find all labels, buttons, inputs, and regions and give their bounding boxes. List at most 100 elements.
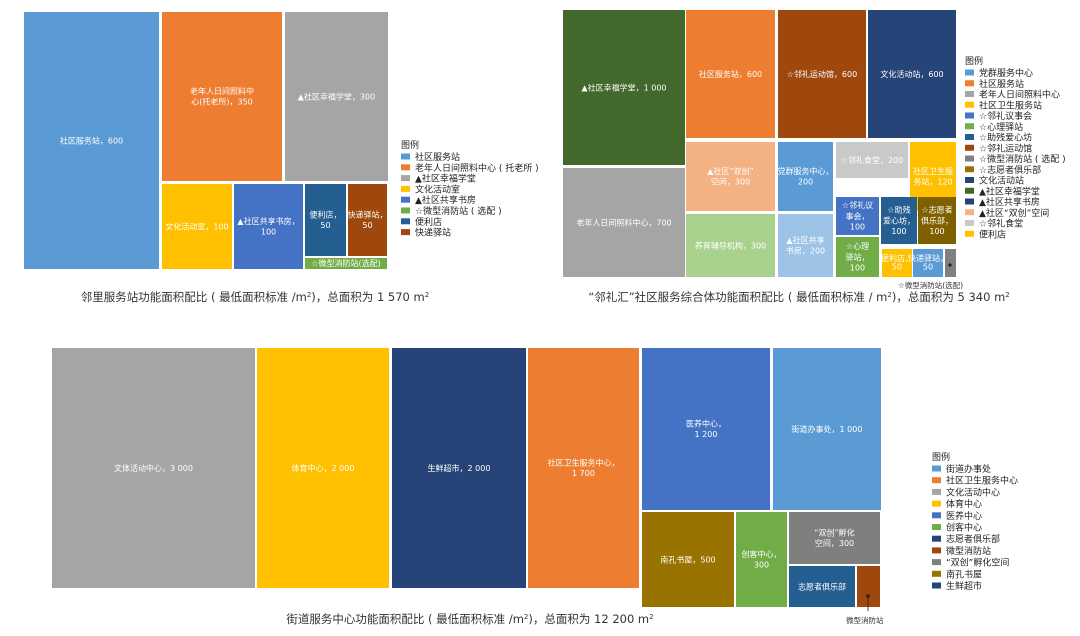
legend-swatch — [965, 134, 974, 140]
fire-station-marker — [948, 263, 952, 267]
legend-swatch — [401, 196, 410, 203]
cell-label: ☆邻礼食堂，200 — [841, 155, 903, 165]
legend-item: 微型消防站 — [946, 545, 991, 557]
treemap-cell — [773, 348, 881, 510]
legend-item: 医养中心 — [946, 510, 982, 522]
legend-item: 社区卫生服务站 — [979, 99, 1042, 111]
fire-station-marker — [866, 594, 870, 598]
cell-label: 党群服务中心， 200 — [778, 166, 834, 187]
treemap-cell — [52, 348, 255, 588]
legend-item: 社区服务站 — [415, 151, 460, 163]
legend-swatch — [932, 477, 941, 484]
legend-swatch — [965, 230, 974, 237]
legend-item: ▲社区幸福学堂 — [415, 173, 476, 185]
legend-item: ▲社区幸福学堂 — [979, 185, 1040, 197]
cell-label: 快递驿站， 50 — [348, 209, 388, 230]
treemap-cell — [789, 512, 880, 564]
legend-swatch — [965, 220, 974, 226]
treemap-cell — [882, 249, 912, 277]
fire-station-note: ☆微型消防站(选配) — [898, 280, 963, 290]
cell-label: 便利店， 50 — [310, 209, 342, 230]
treemap-cell — [528, 348, 639, 588]
treemap-cell — [234, 184, 303, 269]
treemap-cell — [836, 197, 879, 235]
street-service-center-treemap: 文体活动中心，3 000 体育中心，2 000 生鲜超市，2 000 社区卫生服务中心… — [52, 348, 881, 607]
treemap-cell — [305, 184, 346, 256]
cell-label: 医养中心， 1 200 — [686, 418, 726, 439]
legend-title: 图例 — [965, 55, 983, 67]
legend-swatch — [932, 547, 941, 554]
linlihui-complex-legend: 图例党群服务中心社区服务站老年人日间照料中心社区卫生服务站☆邻礼议事会☆心理驿站… — [965, 55, 1066, 240]
legend-item: 志愿者俱乐部 — [946, 533, 1000, 545]
legend-item: ☆邻礼议事会 — [979, 110, 1032, 122]
linlihui-complex-caption: “邻礼汇”社区服务综合体功能面积配比 ( 最低面积标准 / m2)，总面积为 5… — [588, 290, 1009, 304]
treemap-cell — [686, 214, 775, 277]
treemap-cell — [257, 348, 389, 588]
legend-swatch — [965, 123, 974, 130]
legend-swatch — [932, 559, 941, 566]
legend-swatch — [965, 101, 974, 108]
legend-swatch — [965, 198, 974, 205]
legend-item: 老年人日间照料中心 — [979, 89, 1060, 101]
legend-swatch — [965, 155, 974, 162]
legend-swatch — [401, 218, 410, 225]
legend-swatch — [401, 153, 410, 160]
legend-swatch — [932, 500, 941, 507]
cell-label: ☆志愿者俱乐部， 100 — [921, 205, 953, 237]
legend-item: 快递驿站 — [415, 227, 451, 239]
legend-swatch — [401, 185, 410, 192]
cell-label: 文体活动中心，3 000 — [114, 463, 193, 473]
cell-label: 社区服务站，600 — [699, 69, 762, 79]
legend-item: 文化活动站 — [979, 175, 1024, 187]
treemap-cell — [686, 142, 775, 211]
legend-swatch — [401, 207, 410, 214]
treemap-cell — [563, 168, 685, 277]
treemap-cell — [736, 512, 787, 607]
legend-item: 便利店 — [415, 216, 442, 228]
legend-item: 街道办事处 — [946, 463, 991, 475]
cell-label: 社区服务站，600 — [60, 135, 123, 145]
cell-label: 快递驿站， 50 — [908, 253, 948, 272]
treemap-cell — [913, 249, 943, 277]
legend-swatch — [932, 465, 941, 472]
legend-swatch — [401, 164, 410, 171]
treemap-cell — [563, 10, 685, 165]
treemap-cell — [945, 249, 956, 277]
legend-item: ☆助残爱心坊 — [979, 132, 1032, 144]
cell-label: ▲社区共享书房，200 — [786, 235, 825, 256]
cell-label: ▲社区共享书房， 100 — [237, 216, 299, 237]
legend-item: ▲社区共享书房 — [979, 196, 1040, 208]
legend-item: ☆微型消防站 ( 选配 ) — [415, 205, 502, 217]
cell-label: 社区卫生服务中心， 1 700 — [548, 457, 620, 478]
cell-label: 体育中心，2 000 — [292, 463, 355, 473]
legend-item: 社区卫生服务中心 — [946, 475, 1018, 487]
legend-item: 社区服务站 — [979, 78, 1024, 90]
treemap-cell — [24, 12, 159, 269]
cell-label: 老年人日间照料中心，700 — [576, 217, 671, 227]
treemap-cell — [789, 566, 855, 607]
cell-label: 南孔书屋，500 — [660, 554, 715, 564]
treemap-cell — [162, 184, 232, 269]
legend-swatch — [965, 144, 974, 151]
legend-title: 图例 — [401, 139, 419, 151]
treemap-cell — [918, 197, 956, 244]
neighborhood-station-treemap: 社区服务站，600 老年人日间照料中心(托老所)，350 ▲社区幸福学堂，300 文化… — [24, 12, 388, 269]
legend-swatch — [965, 209, 974, 216]
legend-swatch — [932, 582, 941, 589]
legend-item: ☆心理驿站 — [979, 121, 1023, 133]
treemap-cell — [778, 142, 833, 211]
legend-item: 便利店 — [979, 228, 1006, 240]
treemap-cell — [836, 237, 879, 277]
legend-swatch — [965, 80, 974, 87]
legend-swatch — [932, 535, 941, 542]
cell-label: 社区卫生服务站，120 — [913, 166, 953, 187]
cell-label: 生鲜超市，2 000 — [428, 463, 491, 473]
treemap-cell — [881, 197, 917, 244]
cell-label: ☆微型消防站(选配) — [311, 258, 380, 268]
legend-swatch — [965, 69, 974, 76]
fire-station-note: 微型消防站 — [846, 615, 884, 625]
cell-label: 志愿者俱乐部 — [798, 581, 846, 591]
legend-item: ☆邻礼运动馆 — [979, 142, 1032, 154]
treemap-cell — [778, 10, 866, 138]
cell-label: ☆心理驿站， 100 — [846, 242, 870, 273]
